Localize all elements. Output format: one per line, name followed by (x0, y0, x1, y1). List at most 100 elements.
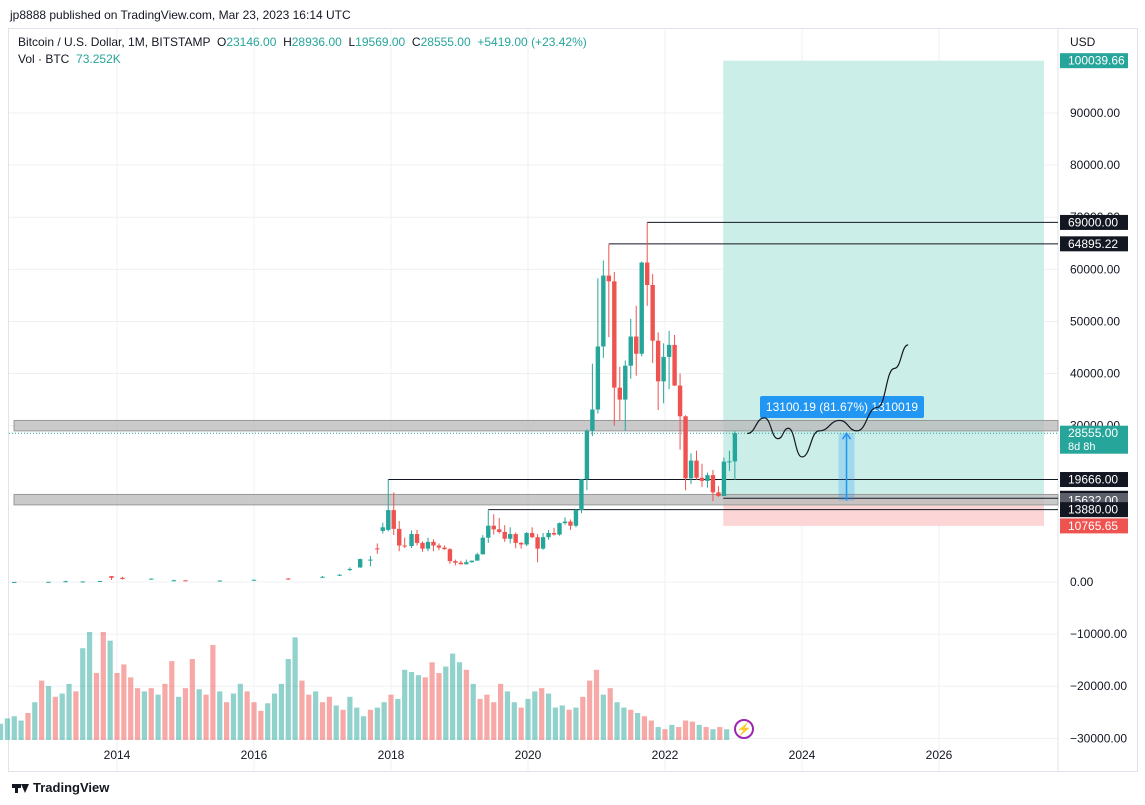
volume-bar (169, 661, 175, 740)
price-label-bg (1060, 425, 1128, 454)
volume-bar (470, 683, 476, 740)
candle-body (579, 479, 584, 511)
volume-bar (662, 729, 668, 740)
volume-bar (59, 693, 65, 740)
volume-bar (628, 709, 634, 740)
candle-body (97, 580, 103, 582)
y-tick-label: −10000.00 (1070, 627, 1127, 641)
volume-bar (498, 683, 504, 740)
volume-bar (354, 707, 360, 740)
volume-bar (381, 702, 387, 740)
price-label-text: 10765.65 (1068, 519, 1118, 533)
price-label-bg (1060, 236, 1128, 252)
candle-body (672, 344, 677, 386)
y-tick-label: 60000.00 (1070, 262, 1120, 276)
candle-body (436, 545, 442, 548)
candle-body (666, 344, 672, 357)
x-tick-label: 2026 (926, 748, 953, 762)
volume-bar (518, 707, 524, 740)
high-value: 28936.00 (291, 35, 342, 49)
volume-bar (436, 673, 442, 740)
volume-bar (395, 698, 401, 740)
tradingview-logo-icon (12, 782, 29, 794)
candle-body (458, 562, 464, 565)
volume-bar (319, 702, 326, 740)
candle-body (661, 356, 666, 382)
candle-body (529, 533, 535, 538)
volume-bar (552, 707, 558, 740)
volume-bar (443, 666, 449, 740)
candle-body (590, 409, 595, 431)
candle-body (683, 416, 688, 479)
candle-body (420, 542, 425, 549)
volume-bar (463, 669, 469, 740)
low-label: L (348, 35, 356, 49)
x-tick-label: 2020 (515, 748, 542, 762)
candle-body (699, 477, 705, 481)
candle-body (431, 541, 436, 546)
candle-body (414, 534, 420, 543)
volume-bar (361, 716, 367, 740)
candle-body (12, 581, 17, 583)
price-label-bg (1060, 502, 1128, 518)
price-label-sub: 8d 8h (1068, 441, 1096, 453)
y-tick-label: 90000.00 (1070, 106, 1120, 120)
volume-bar (210, 644, 216, 740)
candle-body (149, 578, 154, 580)
volume-bar (141, 691, 147, 740)
candle-body (464, 562, 469, 565)
footer-brand[interactable]: TradingView (12, 780, 109, 795)
volume-legend[interactable]: Vol · BTC 73.252K (18, 52, 121, 66)
volume-bar (635, 713, 641, 740)
volume-bar (703, 727, 709, 740)
x-tick-label: 2018 (378, 748, 405, 762)
price-label: 19666.00 (1060, 472, 1128, 488)
candle-body (469, 560, 475, 563)
chart-frame[interactable] (8, 28, 1138, 772)
volume-bars (0, 632, 730, 740)
grey-band (13, 493, 1059, 506)
volume-bar (717, 727, 723, 740)
volume-bar (511, 702, 517, 740)
volume-bar (134, 688, 141, 740)
volume-bar (196, 689, 202, 740)
volume-bar (148, 688, 154, 740)
volume-bar (525, 698, 531, 740)
candle-body (688, 460, 694, 479)
candle-body (716, 492, 721, 497)
volume-bar (710, 729, 716, 740)
candle-body (732, 433, 738, 462)
currency-label[interactable]: USD (1070, 35, 1096, 49)
volume-bar (559, 705, 565, 740)
volume-bar (80, 648, 86, 740)
candle-body (557, 523, 562, 535)
volume-bar (0, 723, 4, 740)
candle-body (595, 346, 601, 410)
price-label-text: 64895.22 (1068, 237, 1118, 251)
candle-body (480, 537, 485, 555)
candle-body (486, 525, 491, 538)
candle-body (386, 510, 391, 530)
candle-body (425, 541, 431, 549)
symbol-legend[interactable]: Bitcoin / U.S. Dollar, 1M, BITSTAMP O231… (18, 35, 587, 49)
symbol-name: Bitcoin / U.S. Dollar, 1M, BITSTAMP (18, 35, 211, 49)
volume-bar (682, 720, 689, 740)
volume-bar (676, 727, 682, 740)
volume-bar (724, 729, 730, 740)
candle-body (606, 275, 612, 282)
volume-bar (539, 688, 545, 740)
candle-body (286, 578, 291, 580)
volume-bar (641, 716, 648, 740)
volume-bar (4, 718, 10, 740)
candle-body (710, 475, 716, 493)
volume-bar (648, 720, 654, 740)
price-label: 100039.66 (1060, 53, 1128, 69)
measure-arrowhead (841, 431, 852, 440)
lightning-icon[interactable]: ⚡ (734, 719, 754, 739)
volume-bar (621, 707, 627, 740)
price-label-text: 69000.00 (1068, 215, 1118, 229)
candle-body (442, 547, 447, 550)
candle-body (375, 548, 380, 550)
volume-bar (422, 677, 428, 740)
